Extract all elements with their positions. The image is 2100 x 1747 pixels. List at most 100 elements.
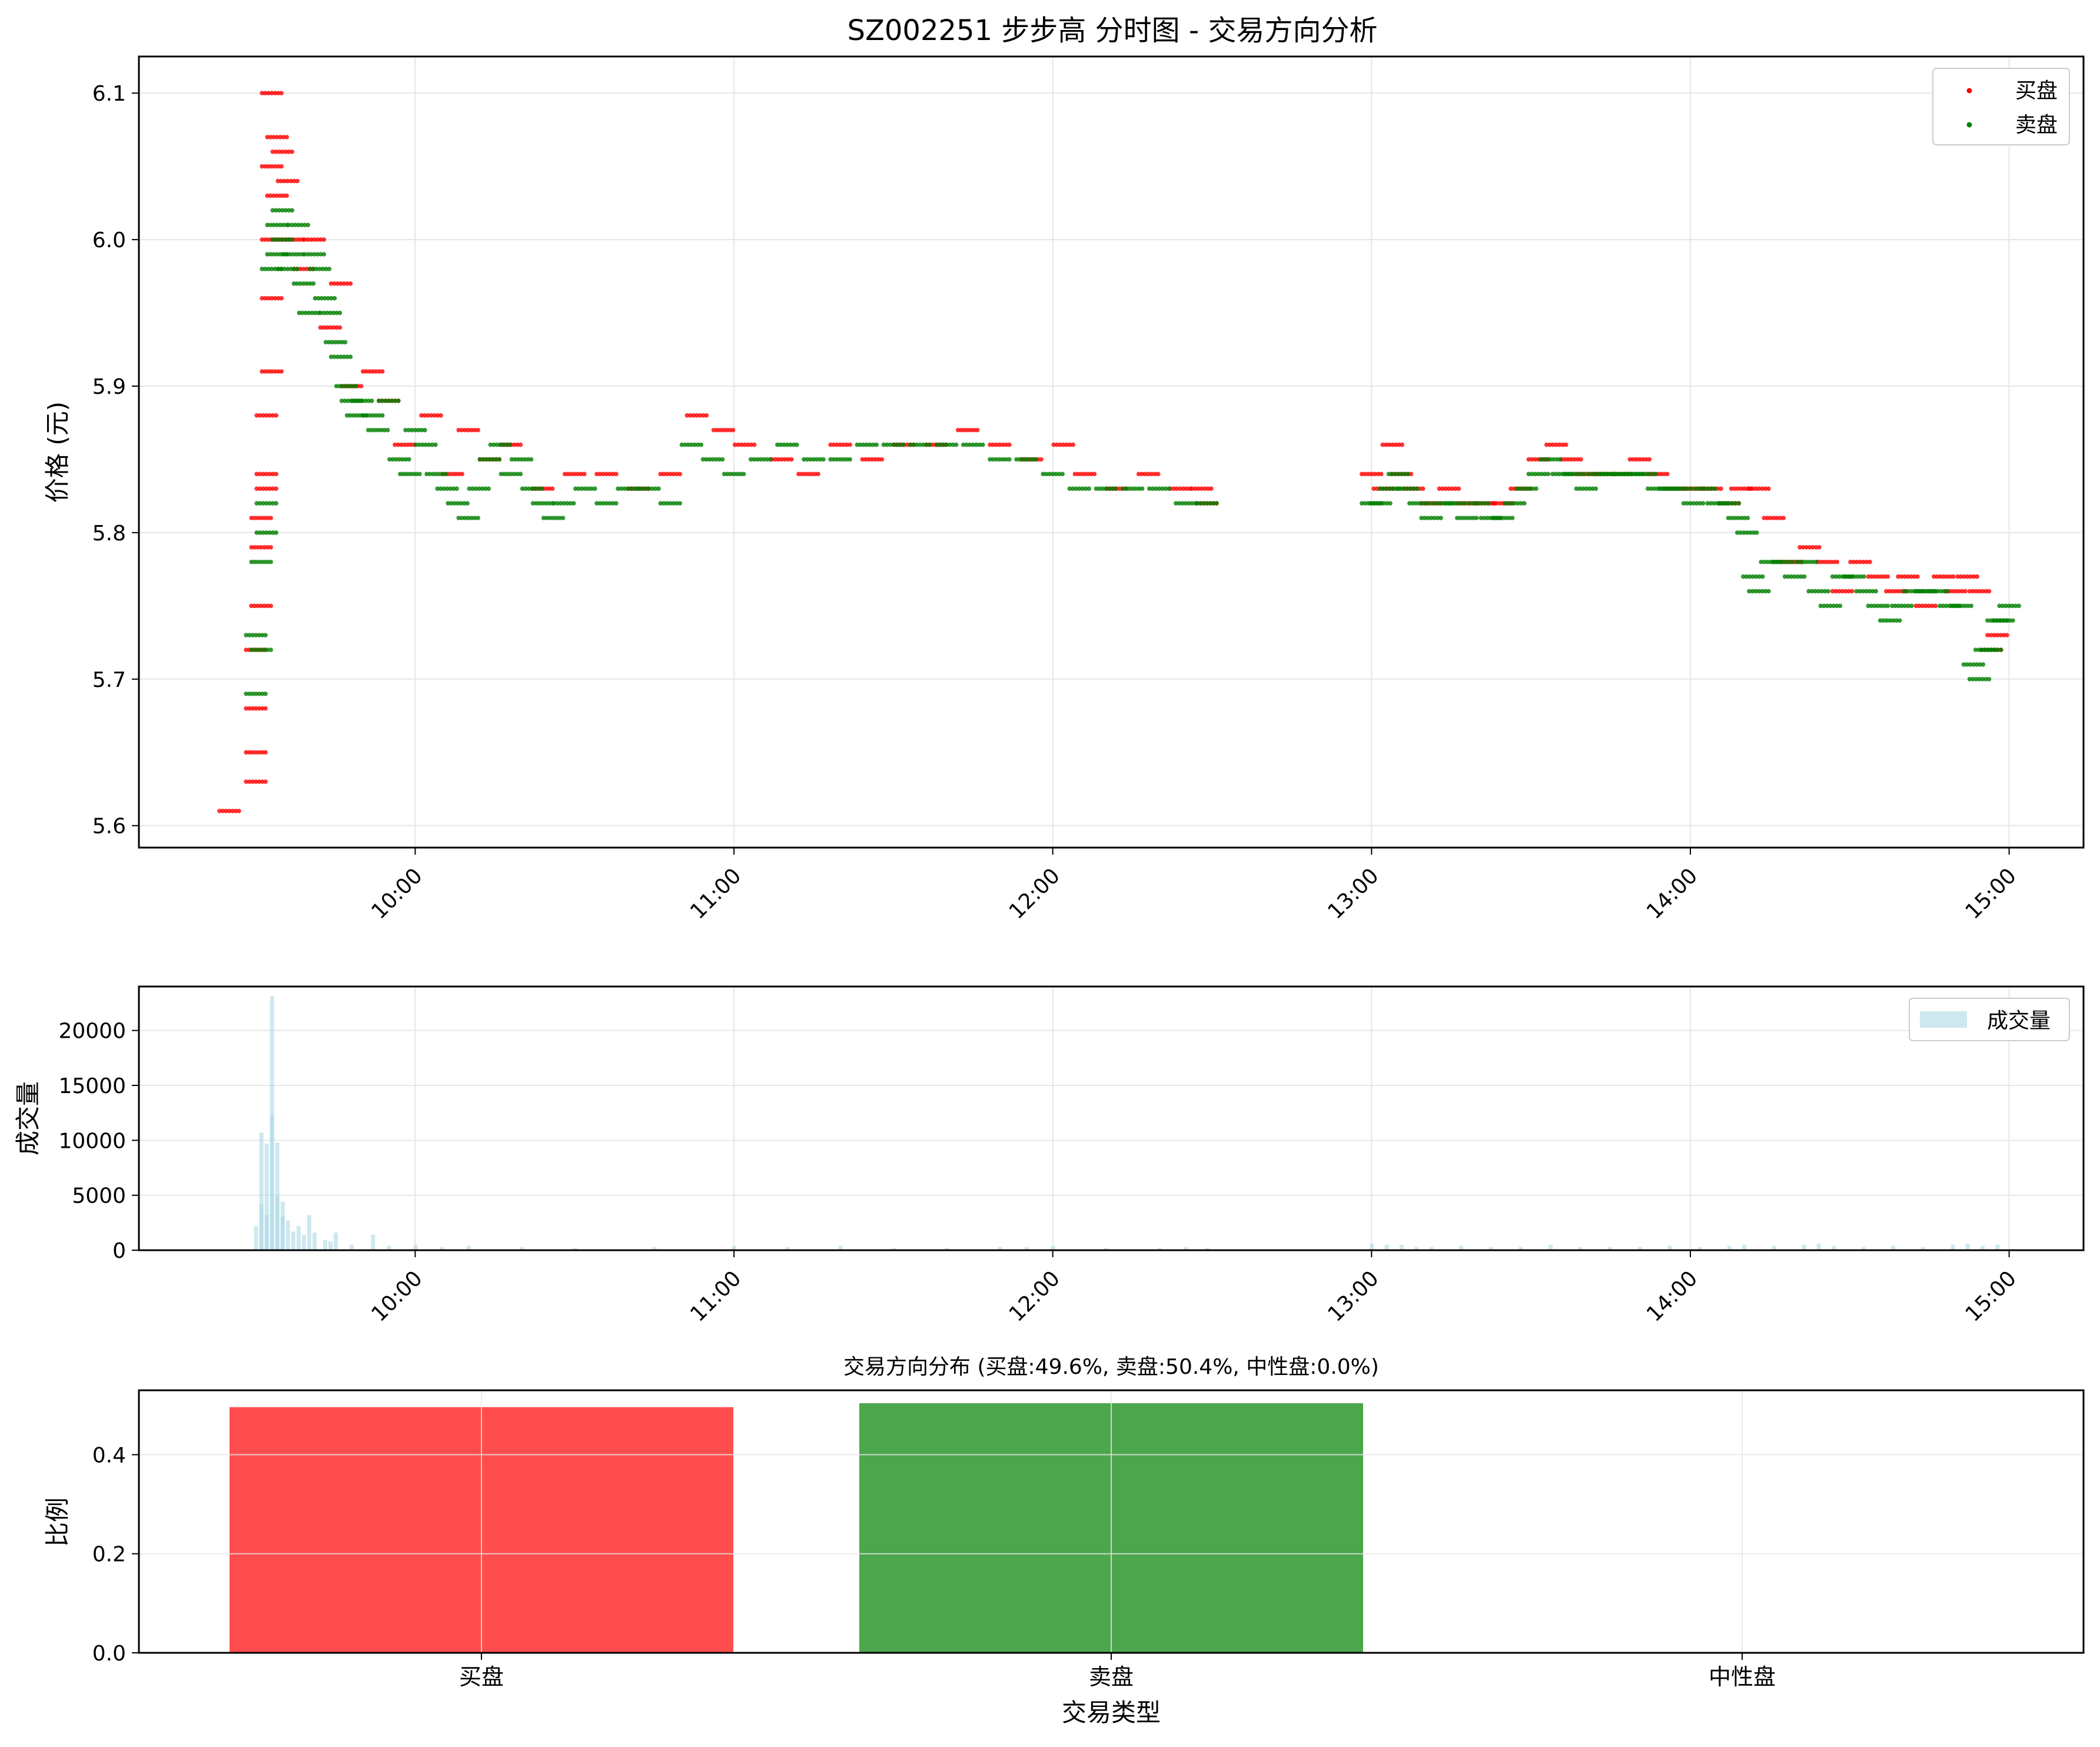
sell-point (1998, 647, 2003, 652)
price-points (217, 91, 2021, 813)
sell-point (579, 486, 584, 491)
sell-point (629, 486, 633, 491)
sell-point (947, 442, 952, 447)
price-legend: 买盘 卖盘 (1932, 68, 2070, 145)
sell-point (1997, 603, 2002, 609)
price-y-tick-label: 6.1 (92, 82, 126, 106)
sell-point (448, 501, 454, 506)
sell-point (356, 398, 361, 403)
sell-point (1899, 603, 1905, 609)
buy-point (345, 281, 350, 286)
volume-bar (891, 1248, 896, 1250)
sell-point (250, 633, 255, 637)
sell-point (1467, 501, 1471, 506)
sell-point (427, 442, 431, 447)
buy-point (1935, 574, 1940, 579)
buy-point (270, 413, 275, 418)
sell-point (386, 398, 391, 403)
sell-point (1587, 486, 1592, 491)
sell-point (320, 267, 325, 271)
sell-point (252, 559, 257, 564)
sell-point (1159, 486, 1165, 491)
sell-point (1541, 457, 1546, 462)
sell-point (316, 295, 321, 301)
sell-point (1929, 589, 1933, 594)
sell-point (291, 281, 297, 286)
buy-point (260, 295, 264, 301)
buy-point (267, 486, 272, 491)
sell-point (1423, 501, 1428, 506)
sell-point (1740, 574, 1746, 579)
buy-point (614, 471, 619, 477)
price-gridlines (139, 57, 2084, 848)
sell-point (1795, 559, 1799, 564)
sell-point (1838, 603, 1843, 609)
sell-point (664, 501, 670, 506)
buy-point (426, 413, 430, 418)
sell-point (446, 501, 450, 506)
buy-point (262, 603, 267, 609)
sell-point (1526, 471, 1531, 477)
sell-point (1709, 486, 1714, 491)
sell-point (1592, 471, 1597, 477)
buy-point (1833, 589, 1838, 594)
buy-point (370, 369, 376, 374)
buy-point (305, 237, 310, 242)
buy-point (275, 164, 281, 169)
sell-point (1965, 662, 1969, 667)
sell-point (1127, 486, 1132, 491)
sell-point (1862, 574, 1866, 579)
buy-point (1804, 544, 1809, 550)
sell-point (255, 559, 260, 564)
buy-point (1830, 589, 1835, 594)
buy-point (1732, 486, 1737, 491)
sell-point (855, 442, 860, 447)
volume-y-tick-label: 10000 (58, 1129, 126, 1153)
sell-point (1940, 603, 1946, 609)
buy-point (406, 442, 410, 447)
buy-point (550, 486, 555, 491)
sell-point (329, 295, 334, 301)
sell-point (258, 647, 264, 652)
sell-point (313, 310, 318, 315)
sell-point (864, 442, 869, 447)
sell-point (522, 457, 527, 462)
sell-point (1884, 618, 1889, 623)
buy-point (1887, 589, 1892, 594)
buy-point (844, 442, 849, 447)
sell-point (811, 457, 816, 462)
buy-point (1896, 589, 1902, 594)
sell-point (456, 516, 461, 520)
volume-bar (1637, 1247, 1642, 1250)
volume-bar (1184, 1247, 1188, 1250)
buy-point (1420, 486, 1426, 491)
buy-point (1747, 486, 1752, 491)
sell-point (295, 281, 300, 286)
sell-point (1110, 486, 1115, 491)
sell-point (1703, 486, 1708, 491)
buy-point (677, 471, 683, 477)
sell-point (1694, 501, 1699, 506)
sell-point (1633, 471, 1639, 477)
sell-point (601, 501, 606, 506)
volume-y-ticks: 0 5000 10000 15000 20000 (58, 1019, 139, 1263)
sell-point (710, 457, 715, 462)
sell-point (1952, 603, 1958, 609)
buy-point (1360, 471, 1364, 477)
buy-point (1447, 486, 1451, 491)
sell-point (1712, 501, 1716, 506)
sell-point (403, 457, 408, 462)
buy-point (1958, 574, 1963, 579)
sell-point (1822, 589, 1827, 594)
buy-point (1893, 589, 1899, 594)
sell-point (526, 457, 530, 462)
sell-point (444, 486, 450, 491)
buy-point (1189, 486, 1194, 491)
volume-bar (1157, 1248, 1162, 1250)
buy-point (269, 295, 274, 301)
buy-point (278, 193, 283, 198)
sell-point (944, 442, 949, 447)
sell-point (1735, 530, 1740, 535)
buy-point (1890, 589, 1895, 594)
buy-point (579, 471, 584, 477)
